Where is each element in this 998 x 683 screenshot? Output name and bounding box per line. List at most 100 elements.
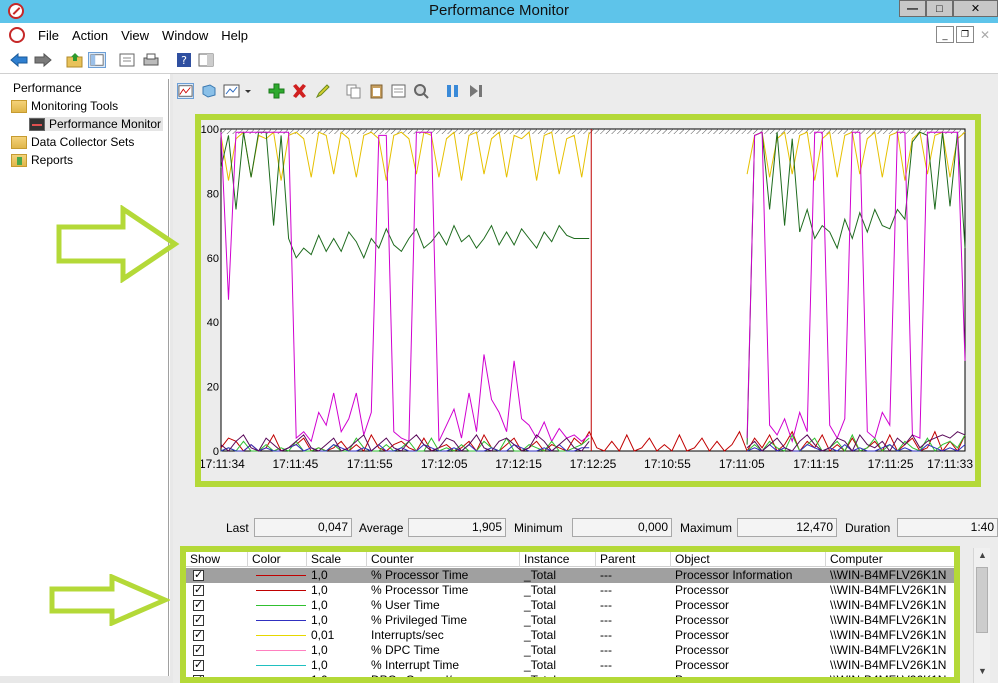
chevron-down-icon[interactable]	[243, 83, 253, 99]
document-icon[interactable]	[9, 27, 25, 43]
mdi-close-button[interactable]: ✕	[976, 26, 994, 43]
paste-counter-list-icon[interactable]	[368, 83, 385, 99]
show-checkbox[interactable]	[186, 568, 248, 583]
column-counter[interactable]: Counter	[367, 552, 520, 567]
scroll-up-arrow-icon[interactable]: ▲	[978, 550, 987, 560]
back-arrow-icon[interactable]	[10, 52, 28, 68]
show-checkbox[interactable]	[186, 643, 248, 658]
view-current-activity-icon[interactable]	[177, 83, 194, 99]
y-tick-label: 80	[207, 188, 219, 200]
legend-row[interactable]: 1,0 DPCs Queued/sec _Total --- Processor \\WI…	[186, 673, 954, 683]
show-checkbox-check-icon[interactable]	[193, 598, 204, 613]
change-graph-type-icon[interactable]	[223, 83, 240, 99]
minimize-button[interactable]: —	[899, 0, 926, 17]
folder-icon	[11, 135, 27, 149]
folder-icon	[11, 99, 27, 113]
column-computer[interactable]: Computer	[826, 552, 954, 567]
show-checkbox-check-icon[interactable]	[193, 673, 204, 677]
series-line	[220, 131, 966, 444]
column-show[interactable]: Show	[186, 552, 248, 567]
tree-item-performance-monitor[interactable]: Performance Monitor	[29, 117, 164, 131]
show-checkbox-check-icon[interactable]	[193, 583, 204, 598]
legend-row[interactable]: 1,0 % Privileged Time _Total --- Processor \\…	[186, 613, 954, 628]
show-checkbox-check-icon[interactable]	[193, 568, 204, 583]
console-tree: Performance Monitoring Tools Performance…	[7, 79, 169, 683]
color-line-swatch	[256, 575, 306, 577]
window-title: Performance Monitor	[428, 2, 570, 19]
print-icon[interactable]	[142, 52, 160, 68]
show-checkbox[interactable]	[186, 658, 248, 673]
stat-last-value: 0,047	[254, 518, 352, 537]
show-checkbox[interactable]	[186, 628, 248, 643]
tree-item-monitoring-tools[interactable]: Monitoring Tools	[11, 99, 118, 113]
instance-cell: _Total	[524, 673, 557, 683]
menu-window[interactable]: Window	[162, 27, 209, 43]
app-icon[interactable]	[8, 3, 24, 19]
show-checkbox-check-icon[interactable]	[193, 613, 204, 628]
help-icon[interactable]: ?	[175, 52, 193, 68]
menu-view[interactable]: View	[121, 27, 150, 43]
parent-cell: ---	[600, 598, 612, 612]
line-graph[interactable]: 100 80 60 40 20 017:11:34 17:11:45 17:11:55 17:1…	[201, 120, 975, 481]
update-data-icon[interactable]	[467, 83, 484, 99]
show-checkbox-check-icon[interactable]	[193, 658, 204, 673]
show-checkbox[interactable]	[186, 598, 248, 613]
maximize-button[interactable]: □	[926, 0, 953, 17]
properties-icon[interactable]	[390, 83, 407, 99]
stat-minimum-value: 0,000	[572, 518, 672, 537]
add-counter-icon[interactable]	[268, 83, 285, 99]
tree-item-data-collector-sets[interactable]: Data Collector Sets	[11, 135, 134, 149]
column-instance[interactable]: Instance	[520, 552, 596, 567]
legend-scrollbar[interactable]: ▲ ▼	[973, 548, 990, 683]
tree-item-performance[interactable]: Performance	[13, 81, 82, 95]
stat-average-value: 1,905	[408, 518, 506, 537]
copy-properties-icon[interactable]	[345, 83, 362, 99]
legend-row[interactable]: 1,0 % Processor Time _Total --- Processor In…	[186, 568, 954, 583]
forward-arrow-icon[interactable]	[34, 52, 52, 68]
pane-splitter[interactable]	[170, 74, 173, 683]
legend-row[interactable]: 1,0 % Interrupt Time _Total --- Processor \\W…	[186, 658, 954, 673]
zoom-icon[interactable]	[413, 83, 430, 99]
scroll-down-arrow-icon[interactable]: ▼	[978, 666, 987, 676]
stat-maximum-label: Maximum	[680, 521, 733, 535]
main-toolbar: ?	[0, 47, 998, 74]
show-checkbox-check-icon[interactable]	[193, 628, 204, 643]
scale-cell: 1,0	[311, 658, 328, 672]
menu-help[interactable]: Help	[221, 27, 249, 43]
freeze-display-icon[interactable]	[444, 83, 461, 99]
performance-monitor-icon	[29, 117, 45, 131]
legend-row[interactable]: 1,0 % DPC Time _Total --- Processor \\WIN-B4M…	[186, 643, 954, 658]
show-console-tree-icon[interactable]	[88, 52, 106, 68]
show-checkbox[interactable]	[186, 613, 248, 628]
mdi-minimize-button[interactable]: _	[936, 26, 954, 43]
up-folder-icon[interactable]	[66, 52, 84, 68]
column-color[interactable]: Color	[248, 552, 307, 567]
legend-row[interactable]: 1,0 % Processor Time _Total --- Processor \\W…	[186, 583, 954, 598]
tree-item-reports[interactable]: Reports	[11, 153, 73, 167]
counter-legend: Show Color Scale Counter Instance Parent…	[180, 546, 960, 683]
column-parent[interactable]: Parent	[596, 552, 671, 567]
show-checkbox[interactable]	[186, 583, 248, 598]
parent-cell: ---	[600, 628, 612, 642]
delete-counter-icon[interactable]	[291, 83, 308, 99]
close-button[interactable]: ✕	[953, 0, 998, 17]
tree-item-label: Performance	[13, 81, 82, 95]
legend-row[interactable]: 1,0 % User Time _Total --- Processor \\WIN-B4…	[186, 598, 954, 613]
show-checkbox[interactable]	[186, 673, 248, 677]
highlight-icon[interactable]	[314, 83, 331, 99]
show-checkbox-check-icon[interactable]	[193, 643, 204, 658]
instance-cell: _Total	[524, 613, 557, 627]
view-log-data-icon[interactable]	[200, 83, 217, 99]
legend-row[interactable]: 0,01 Interrupts/sec _Total --- Processor \\WI…	[186, 628, 954, 643]
stat-duration-label: Duration	[845, 521, 891, 535]
menu-file[interactable]: File	[38, 27, 59, 43]
mdi-restore-button[interactable]: ❐	[956, 26, 974, 43]
scrollbar-thumb[interactable]	[976, 567, 988, 633]
column-scale[interactable]: Scale	[307, 552, 367, 567]
action-pane-icon[interactable]	[197, 52, 215, 68]
tree-horizontal-scrollbar[interactable]	[0, 676, 170, 683]
menu-action[interactable]: Action	[71, 27, 109, 43]
column-object[interactable]: Object	[671, 552, 826, 567]
properties-icon[interactable]	[118, 52, 136, 68]
object-cell: Processor	[675, 643, 730, 657]
